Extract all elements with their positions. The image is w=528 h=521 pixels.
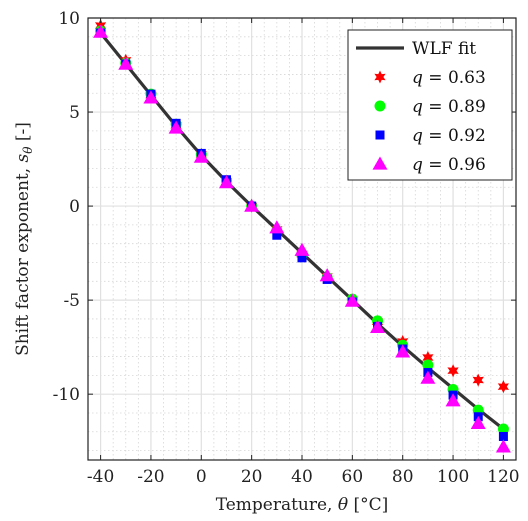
- data-point-series-3: [470, 415, 486, 429]
- legend-label-fit: WLF fit: [412, 39, 476, 59]
- y-axis-label: Shift factor exponent, sθ [-]: [13, 122, 35, 356]
- y-axis-label-unit: [-]: [13, 122, 33, 146]
- x-tick-label: 100: [437, 467, 469, 487]
- legend-label-value: = 0.63: [423, 68, 486, 88]
- ticks-layer: [88, 17, 516, 460]
- data-point-series-3: [319, 268, 335, 282]
- data-point-series-3: [294, 242, 310, 256]
- legend-label-var: q: [412, 155, 423, 175]
- data-point-series-3: [244, 198, 260, 212]
- y-tick-label: 5: [69, 103, 80, 123]
- y-tick-label: 10: [58, 9, 80, 29]
- x-axis-label-unit: [°C]: [348, 495, 388, 515]
- legend-label-var: q: [412, 126, 423, 146]
- data-point-series-3: [168, 120, 184, 134]
- y-tick-label: -5: [63, 291, 80, 311]
- data-point-series-3: [143, 90, 159, 104]
- legend-marker-0: [374, 70, 386, 84]
- legend-label-0: q = 0.63: [412, 68, 486, 88]
- data-point-series-3: [269, 220, 285, 234]
- major-grid: [88, 17, 516, 460]
- y-tick-labels: -10 -5 0 5 10: [53, 9, 80, 405]
- x-tick-label: 20: [241, 467, 263, 487]
- x-tick-label: 40: [291, 467, 313, 487]
- y-tick-label: 0: [69, 197, 80, 217]
- data-point-series-0: [422, 351, 434, 364]
- points-layer: [93, 19, 511, 453]
- data-point-series-2: [498, 431, 508, 441]
- x-tick-label: 120: [487, 467, 519, 487]
- data-point-series-3: [193, 149, 209, 163]
- data-point-series-3: [395, 344, 411, 358]
- legend-label-value: = 0.89: [423, 97, 486, 117]
- data-point-series-2: [297, 253, 307, 263]
- x-tick-label: 60: [342, 467, 364, 487]
- legend-label-var: q: [412, 97, 423, 117]
- legend-marker-3: [372, 156, 388, 170]
- y-axis-label-sub: θ: [21, 146, 35, 154]
- data-point-series-0: [447, 364, 459, 378]
- data-point-series-3: [93, 24, 109, 38]
- data-point-series-2: [272, 230, 282, 240]
- x-tick-label: -20: [137, 467, 164, 487]
- legend-label-2: q = 0.92: [412, 126, 486, 146]
- x-tick-label: -40: [87, 467, 114, 487]
- x-axis-label-theta: θ: [338, 495, 348, 515]
- legend-label-value: = 0.96: [423, 155, 486, 175]
- legend-label-3: q = 0.96: [412, 155, 486, 175]
- y-axis-label-s: s: [13, 153, 33, 162]
- data-point-series-0: [472, 373, 484, 387]
- data-point-series-1: [497, 423, 509, 435]
- x-axis-label-part1: Temperature,: [216, 495, 338, 515]
- data-point-series-3: [445, 393, 461, 407]
- data-point-series-3: [370, 319, 386, 334]
- data-point-series-1: [422, 359, 434, 371]
- data-point-series-3: [218, 175, 234, 189]
- x-axis-label: Temperature, θ [°C]: [216, 495, 389, 515]
- data-point-series-3: [495, 439, 511, 453]
- legend-marker-1: [374, 100, 386, 112]
- x-tick-labels: -40 -20 0 20 40 60 80 100 120: [87, 467, 520, 487]
- x-tick-label: 0: [196, 467, 207, 487]
- x-tick-label: 80: [392, 467, 414, 487]
- data-point-series-3: [344, 293, 360, 307]
- data-point-series-3: [118, 56, 134, 70]
- legend-label-1: q = 0.89: [412, 97, 486, 117]
- legend-marker-2: [375, 130, 385, 140]
- data-point-series-3: [420, 370, 436, 384]
- legend-label-var: q: [412, 68, 423, 88]
- legend-label-value: = 0.92: [423, 126, 486, 146]
- y-axis-label-part1: Shift factor exponent,: [13, 162, 33, 355]
- data-point-series-0: [497, 380, 509, 394]
- y-tick-label: -10: [53, 385, 80, 405]
